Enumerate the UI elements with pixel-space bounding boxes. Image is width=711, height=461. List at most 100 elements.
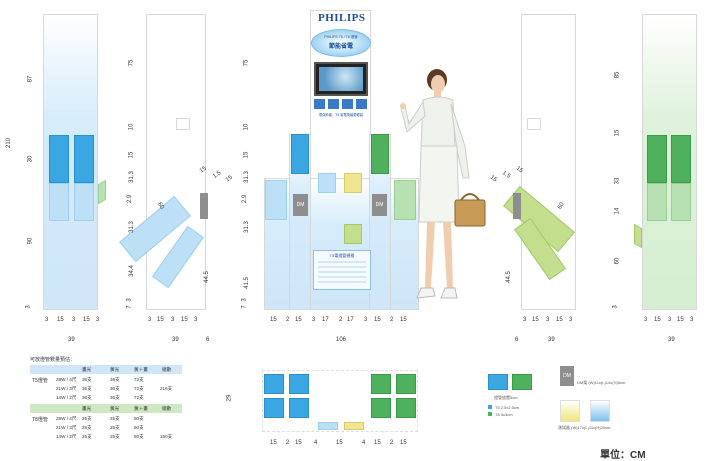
spec-sheet: T5電燈管規格	[313, 250, 371, 290]
table-header-cell: 畫光	[82, 406, 92, 411]
legend-dm-rack: DM	[560, 366, 574, 386]
shelf-green	[371, 134, 389, 174]
table-row: 14W / 2尺 36支 36支 72支	[30, 393, 182, 402]
dim-label: 15	[181, 317, 188, 323]
dim-label: 90	[27, 237, 34, 245]
plan-box-yellow	[344, 422, 364, 430]
table-row: 21W / 3尺 25支 25支 50支	[30, 423, 182, 432]
table-title: 可放燈管數量預估：	[30, 357, 76, 363]
dim-label: 87	[27, 75, 34, 83]
side-tube-edge	[98, 179, 106, 205]
dim-label: 44.5	[203, 271, 210, 283]
table-cell: 150支	[160, 434, 173, 439]
dim-label: 3	[523, 317, 527, 323]
product-icon	[314, 99, 325, 109]
plan-blue-slot	[289, 398, 309, 418]
table-cell: 36支	[82, 395, 92, 400]
plan-blue-slot	[289, 374, 309, 394]
legend-tube-holder: 燈管放置5cm	[494, 395, 518, 400]
dim-label: 3	[194, 317, 198, 323]
dim-total: 39	[668, 337, 675, 343]
dim-label: 14	[614, 207, 621, 215]
dim-label: 15	[556, 317, 563, 323]
plan-green-slot	[396, 398, 416, 418]
presenter-figure	[400, 69, 486, 299]
dim-label: 7	[126, 305, 133, 309]
slogan-line1: PHILIPS T5 / T8 燈管	[324, 35, 358, 39]
table-cell: 36支	[110, 395, 120, 400]
lightgreen-tube-slot	[647, 183, 667, 221]
dim-label: 1.5	[212, 170, 223, 180]
dim-label: 41.5	[243, 277, 250, 289]
dim-label: 85	[614, 71, 621, 79]
plan-blue-slot	[264, 398, 284, 418]
shelf-box	[318, 173, 336, 193]
table-cell: 36支	[82, 386, 92, 391]
dim-label: 15	[677, 317, 684, 323]
table-header-cell: 黃＋畫	[134, 406, 148, 411]
table-row: 21W / 3尺 36支 36支 72支 216支	[30, 384, 182, 393]
outer-tube-box	[394, 180, 416, 220]
dim-label: 17	[322, 317, 329, 323]
dim-label: 34.4	[128, 265, 135, 277]
dim-label: 2	[390, 440, 394, 446]
blue-tube-slot	[49, 135, 69, 183]
table-cell: T5燈管	[32, 378, 48, 384]
dim-total-height: 210	[6, 137, 13, 149]
dim-label: 4	[314, 440, 318, 446]
legend-t8-swatch	[488, 412, 492, 416]
dim-label: 2	[286, 440, 290, 446]
dim-label: 15	[654, 317, 661, 323]
dim-label: 31.3	[243, 221, 250, 233]
dim-label: 10	[128, 123, 135, 131]
table-row: 14W / 2尺 25支 25支 50支 150支	[30, 432, 182, 441]
legend-t5-size: T5 2.5x2.5cm	[495, 405, 520, 410]
table-cell: 36支	[110, 386, 120, 391]
video-screen	[314, 62, 368, 96]
dim-label: 15	[614, 129, 621, 137]
dim-label: 15	[295, 440, 302, 446]
table-cell: 36支	[82, 377, 92, 382]
spec-sheet-title: T5電燈管規格	[329, 253, 355, 258]
lightgreen-tube-slot	[671, 183, 691, 221]
legend-test-box-blue	[590, 400, 610, 422]
dim-label: 15	[157, 317, 164, 323]
dim-total: 106	[336, 337, 347, 343]
lightblue-tube-slot	[49, 183, 69, 221]
dim-total: 39	[172, 337, 179, 343]
dim-label: 7	[241, 305, 248, 309]
legend-blue-tube	[488, 374, 508, 390]
shelf-box-yellow	[344, 173, 362, 193]
table-cell: 25支	[82, 434, 92, 439]
product-icon	[356, 99, 367, 109]
table-cell: 50支	[134, 434, 144, 439]
small-shelf	[527, 118, 541, 130]
dim-label: 31.3	[243, 171, 250, 183]
dim-label: 3	[148, 317, 152, 323]
dim-label: 4	[362, 440, 366, 446]
table-cell: 72支	[134, 386, 144, 391]
legend-t8-size: T8 3x3cm	[495, 412, 513, 417]
table-cell: 25支	[82, 425, 92, 430]
dim-label: 3	[241, 298, 248, 302]
poster-caption: 環保節能，T5 省電換裝更輕鬆	[318, 113, 364, 117]
table-cell: 21W / 3尺	[56, 386, 77, 391]
table-cell: 25支	[110, 425, 120, 430]
quantity-table: 可放燈管數量預估： 畫光 黃光 黃＋畫 總數 T5燈管 28W / 4尺 36支…	[30, 356, 182, 446]
spec-sheet-body	[318, 261, 366, 283]
dim-label: 75	[128, 59, 135, 67]
legend-test-box-size: 測試器 (W)17x(L)11x(H)20cm	[558, 425, 611, 430]
table-cell: 25支	[110, 416, 120, 421]
dim-label: 10	[243, 123, 250, 131]
dim-label: 2	[286, 317, 290, 323]
table-cell: 25支	[82, 416, 92, 421]
dim-label: 15	[57, 317, 64, 323]
dim-label: 15	[374, 440, 381, 446]
dim-label: 75	[243, 59, 250, 67]
table-header-cell: 總數	[162, 367, 172, 372]
dim-label: 15	[374, 317, 381, 323]
legend-green-tube	[512, 374, 532, 390]
plan-blue-slot	[264, 374, 284, 394]
shelf-box-green	[344, 224, 362, 244]
unit-label: 單位：CM	[600, 450, 646, 461]
